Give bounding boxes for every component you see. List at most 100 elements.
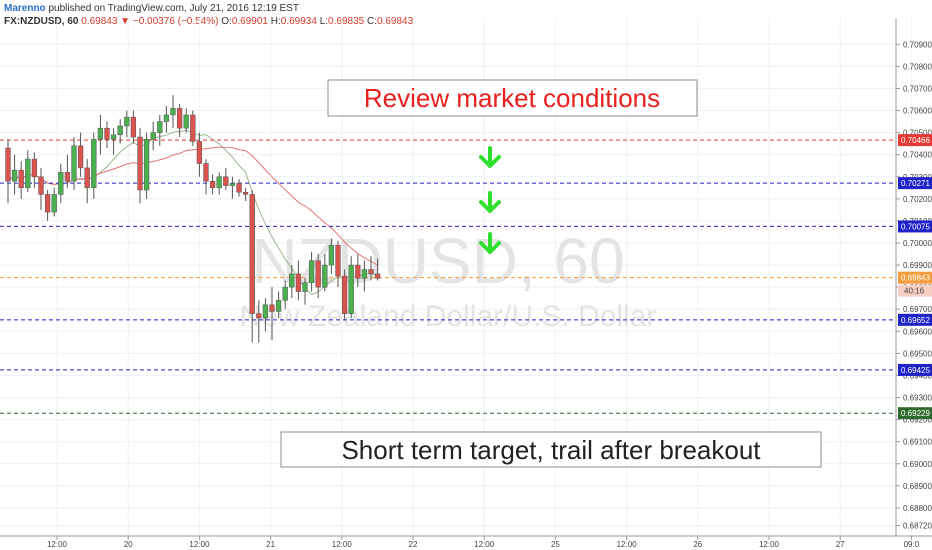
price-line-label-bg	[898, 134, 932, 147]
price-tick-label: 0.70700	[903, 84, 932, 93]
price-tick-label: 0.69600	[903, 327, 932, 336]
price-tick-label: 0.69000	[903, 460, 932, 469]
publish-info: published on TradingView.com, July 21, 2…	[48, 3, 299, 14]
candle	[374, 258, 381, 281]
candle	[51, 187, 57, 217]
candle	[302, 278, 308, 305]
candle-body	[117, 125, 123, 136]
time-tick-label: 12:00	[474, 540, 495, 549]
chart-header: Marenno published on TradingView.com, Ju…	[4, 2, 413, 28]
candle-body	[110, 134, 117, 140]
price-line-label: 0.69229	[901, 409, 930, 418]
price-tick-label: 0.70000	[903, 239, 932, 248]
time-tick-label: 22	[409, 540, 418, 549]
candle-body	[203, 163, 209, 182]
candle-body	[315, 260, 321, 288]
low-value: 0.69835	[328, 16, 365, 27]
candle-body	[322, 264, 328, 288]
candle-body	[289, 273, 295, 288]
countdown-bg	[898, 284, 932, 297]
price-line-labels: 0.70466 0.70271 0.70075 0.69843 0.69652 0.694…	[898, 134, 932, 420]
candle-body	[25, 158, 31, 189]
candle	[355, 254, 361, 288]
candle	[269, 287, 275, 341]
price-tick-label: 0.69100	[903, 438, 932, 447]
price-tick-label: 0.69200	[903, 416, 932, 425]
candle-body	[97, 127, 104, 140]
time-tick-label: 20	[124, 540, 133, 549]
time-tick-label: 26	[693, 540, 702, 549]
price-line-label: 0.70271	[901, 179, 930, 188]
candle	[110, 128, 117, 155]
candle-body	[328, 244, 335, 266]
candle	[31, 152, 38, 188]
candle	[348, 256, 354, 319]
time-tick-label: 27	[836, 540, 845, 549]
candle-body	[209, 180, 216, 189]
candle-body	[308, 260, 315, 283]
candle-body	[18, 169, 24, 189]
time-tick-label: 12:00	[617, 540, 638, 549]
moving-average-line	[7, 146, 378, 266]
target-annotation-text: Short term target, trail after breakout	[341, 435, 761, 465]
target-annotation-box[interactable]	[280, 431, 822, 468]
price-tick-label: 0.70900	[903, 40, 932, 49]
candle	[58, 163, 64, 204]
candle-body	[163, 114, 170, 122]
candle-body	[242, 191, 249, 195]
candle	[84, 159, 90, 204]
author-name[interactable]: Marenno	[4, 3, 46, 14]
candle-body	[302, 282, 308, 292]
price-tick-label: 0.69300	[903, 394, 932, 403]
candle-body	[64, 172, 71, 182]
candle-body	[104, 127, 110, 140]
price-line-label: 0.69652	[901, 316, 930, 325]
price-tick-label: 0.70200	[903, 195, 932, 204]
candle-body	[71, 145, 77, 182]
close-value: 0.69843	[376, 16, 414, 27]
candle	[223, 167, 229, 190]
candle	[368, 256, 374, 281]
candle	[5, 139, 11, 204]
candle	[249, 190, 255, 343]
price-tick-label: 0.68720	[903, 522, 932, 531]
candle-body	[249, 194, 255, 314]
time-tick-label: 12:00	[189, 540, 210, 549]
candle-body	[295, 273, 302, 292]
candle	[229, 176, 236, 199]
change-arrow-icon: ▼	[120, 16, 131, 27]
time-tick-label: 12:00	[332, 540, 353, 549]
candle	[256, 300, 262, 343]
candle	[209, 174, 216, 195]
review-annotation-box[interactable]	[327, 79, 698, 117]
candle-body	[183, 114, 189, 129]
candle	[64, 154, 71, 188]
price-line-label-bg	[898, 177, 932, 190]
price-tick-label: 0.70400	[903, 151, 932, 160]
price-line-label-bg	[898, 220, 932, 233]
candle-body	[51, 194, 57, 213]
candle	[328, 238, 335, 274]
candle	[335, 240, 341, 288]
candle	[282, 280, 288, 310]
candle	[143, 132, 150, 199]
candle	[44, 190, 51, 221]
candle	[196, 132, 203, 177]
candle-body	[38, 176, 44, 195]
candle-body	[368, 269, 374, 275]
price-line-label: 0.69425	[901, 366, 930, 375]
candle-body	[223, 176, 229, 186]
price-line-label: 0.70466	[901, 136, 930, 145]
candle-body	[269, 304, 275, 312]
candle	[216, 172, 222, 195]
candle-body	[143, 138, 150, 191]
candle-body	[31, 158, 38, 178]
time-tick-label: 09:0	[904, 540, 920, 549]
candle-body	[137, 136, 143, 191]
time-tick-label: 12:00	[47, 540, 68, 549]
candle	[242, 187, 249, 202]
time-axis[interactable]: 12:00 20 12:00 21 12:00 22 12:00 25 12:00 26 12:00…	[47, 536, 920, 549]
symbol-label[interactable]: FX:NZDUSD, 60	[4, 16, 79, 27]
candle-body	[190, 114, 196, 142]
